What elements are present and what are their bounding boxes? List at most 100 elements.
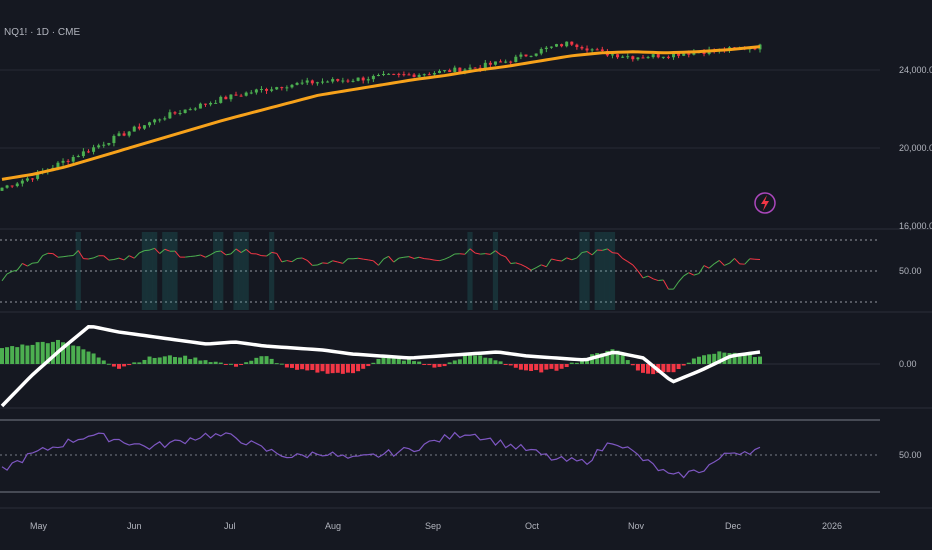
candle-body [626, 56, 630, 58]
candle-body [570, 41, 574, 45]
rsi-segment [500, 254, 506, 258]
rsi-segment [561, 257, 567, 262]
candle-body [148, 122, 152, 126]
rsi-segment [607, 248, 613, 254]
histogram-bar [127, 364, 132, 366]
histogram-bar [167, 355, 172, 364]
purple-series[interactable] [1, 431, 761, 479]
histogram-bar [503, 364, 508, 365]
histogram-bar [529, 364, 534, 372]
histogram-bar [549, 364, 554, 369]
histogram-bar [681, 364, 686, 366]
overbought-zone [213, 232, 219, 310]
rsi-segment [475, 252, 481, 255]
overbought-zone [492, 232, 499, 310]
purple-line [1, 431, 761, 479]
histogram-bar [747, 354, 752, 364]
histogram-bar [702, 355, 707, 364]
overbought-zone [238, 232, 244, 310]
rsi-segment [22, 262, 28, 267]
candle-body [275, 87, 279, 90]
rsi-segment [210, 251, 216, 256]
histogram-bar [417, 361, 422, 364]
histogram-bar [422, 364, 427, 365]
histogram-bar [183, 355, 188, 364]
rsi-segment [434, 259, 440, 262]
candle-body [61, 160, 65, 163]
histogram-bar [91, 353, 96, 364]
candle-body [81, 151, 85, 157]
candle-body [656, 54, 660, 58]
histogram-bar [81, 349, 86, 364]
oscillator-series[interactable] [0, 325, 761, 408]
candle-body [234, 94, 238, 96]
oscillator-tick-label: 0.00 [899, 359, 917, 369]
histogram-bar [274, 363, 279, 365]
overbought-zone [243, 232, 249, 310]
histogram-bar [661, 364, 666, 373]
histogram-bar [376, 358, 381, 364]
histogram-bar [610, 349, 615, 364]
candle-body [265, 89, 269, 91]
overbought-zone [269, 232, 275, 310]
histogram-bar [244, 362, 249, 364]
histogram-bar [401, 360, 406, 364]
candle-body [76, 156, 80, 158]
candle-body [504, 61, 508, 63]
rsi-series[interactable] [1, 247, 761, 290]
histogram-bar [666, 364, 671, 373]
histogram-bar [35, 342, 40, 364]
histogram-bar [691, 358, 696, 364]
rsi-segment [520, 263, 527, 268]
histogram-bar [712, 353, 717, 364]
histogram-bar [615, 350, 620, 364]
rsi-segment [627, 261, 634, 266]
rsi-segment [256, 253, 262, 257]
candle-body [259, 89, 263, 91]
rsi-segment [103, 255, 110, 261]
histogram-bar [386, 357, 391, 364]
rsi-segment [88, 257, 94, 260]
histogram-bar [289, 364, 294, 368]
histogram-bar [361, 364, 366, 369]
histogram-bar [137, 362, 142, 364]
rsi-segment [205, 254, 211, 258]
moving-average-series[interactable] [1, 45, 761, 181]
candle-body [198, 103, 202, 109]
histogram-bar [518, 364, 523, 370]
candle-body [173, 112, 177, 114]
candle-body [315, 82, 319, 84]
rsi-segment [576, 252, 583, 259]
candle-body [153, 119, 157, 123]
histogram-bar [213, 361, 218, 364]
histogram-bar [574, 362, 579, 364]
candlestick-series[interactable] [0, 41, 762, 192]
histogram-bar [513, 364, 518, 368]
lightning-logo-icon[interactable] [754, 192, 776, 214]
histogram-bar [264, 356, 269, 364]
time-axis-label: Sep [425, 521, 441, 531]
rsi-segment [317, 262, 323, 266]
candle-body [687, 53, 691, 55]
candle-body [539, 49, 543, 54]
histogram-bar [178, 357, 183, 364]
rsi-segment [724, 262, 730, 266]
overbought-zone [167, 232, 173, 310]
histogram-bar [468, 353, 473, 364]
rsi-segment [535, 264, 542, 269]
candle-body [616, 54, 620, 58]
rsi-segment [93, 255, 99, 259]
candle-body [366, 79, 370, 81]
candle-body [168, 112, 172, 119]
candle-body [646, 57, 650, 59]
rsi-segment [358, 257, 364, 260]
rsi-segment [688, 272, 695, 276]
candle-body [295, 82, 299, 85]
candle-body [488, 62, 492, 65]
histogram-bar [249, 360, 254, 364]
histogram-bar [0, 348, 4, 364]
histogram-bar [457, 359, 462, 364]
rsi-segment [230, 248, 237, 255]
